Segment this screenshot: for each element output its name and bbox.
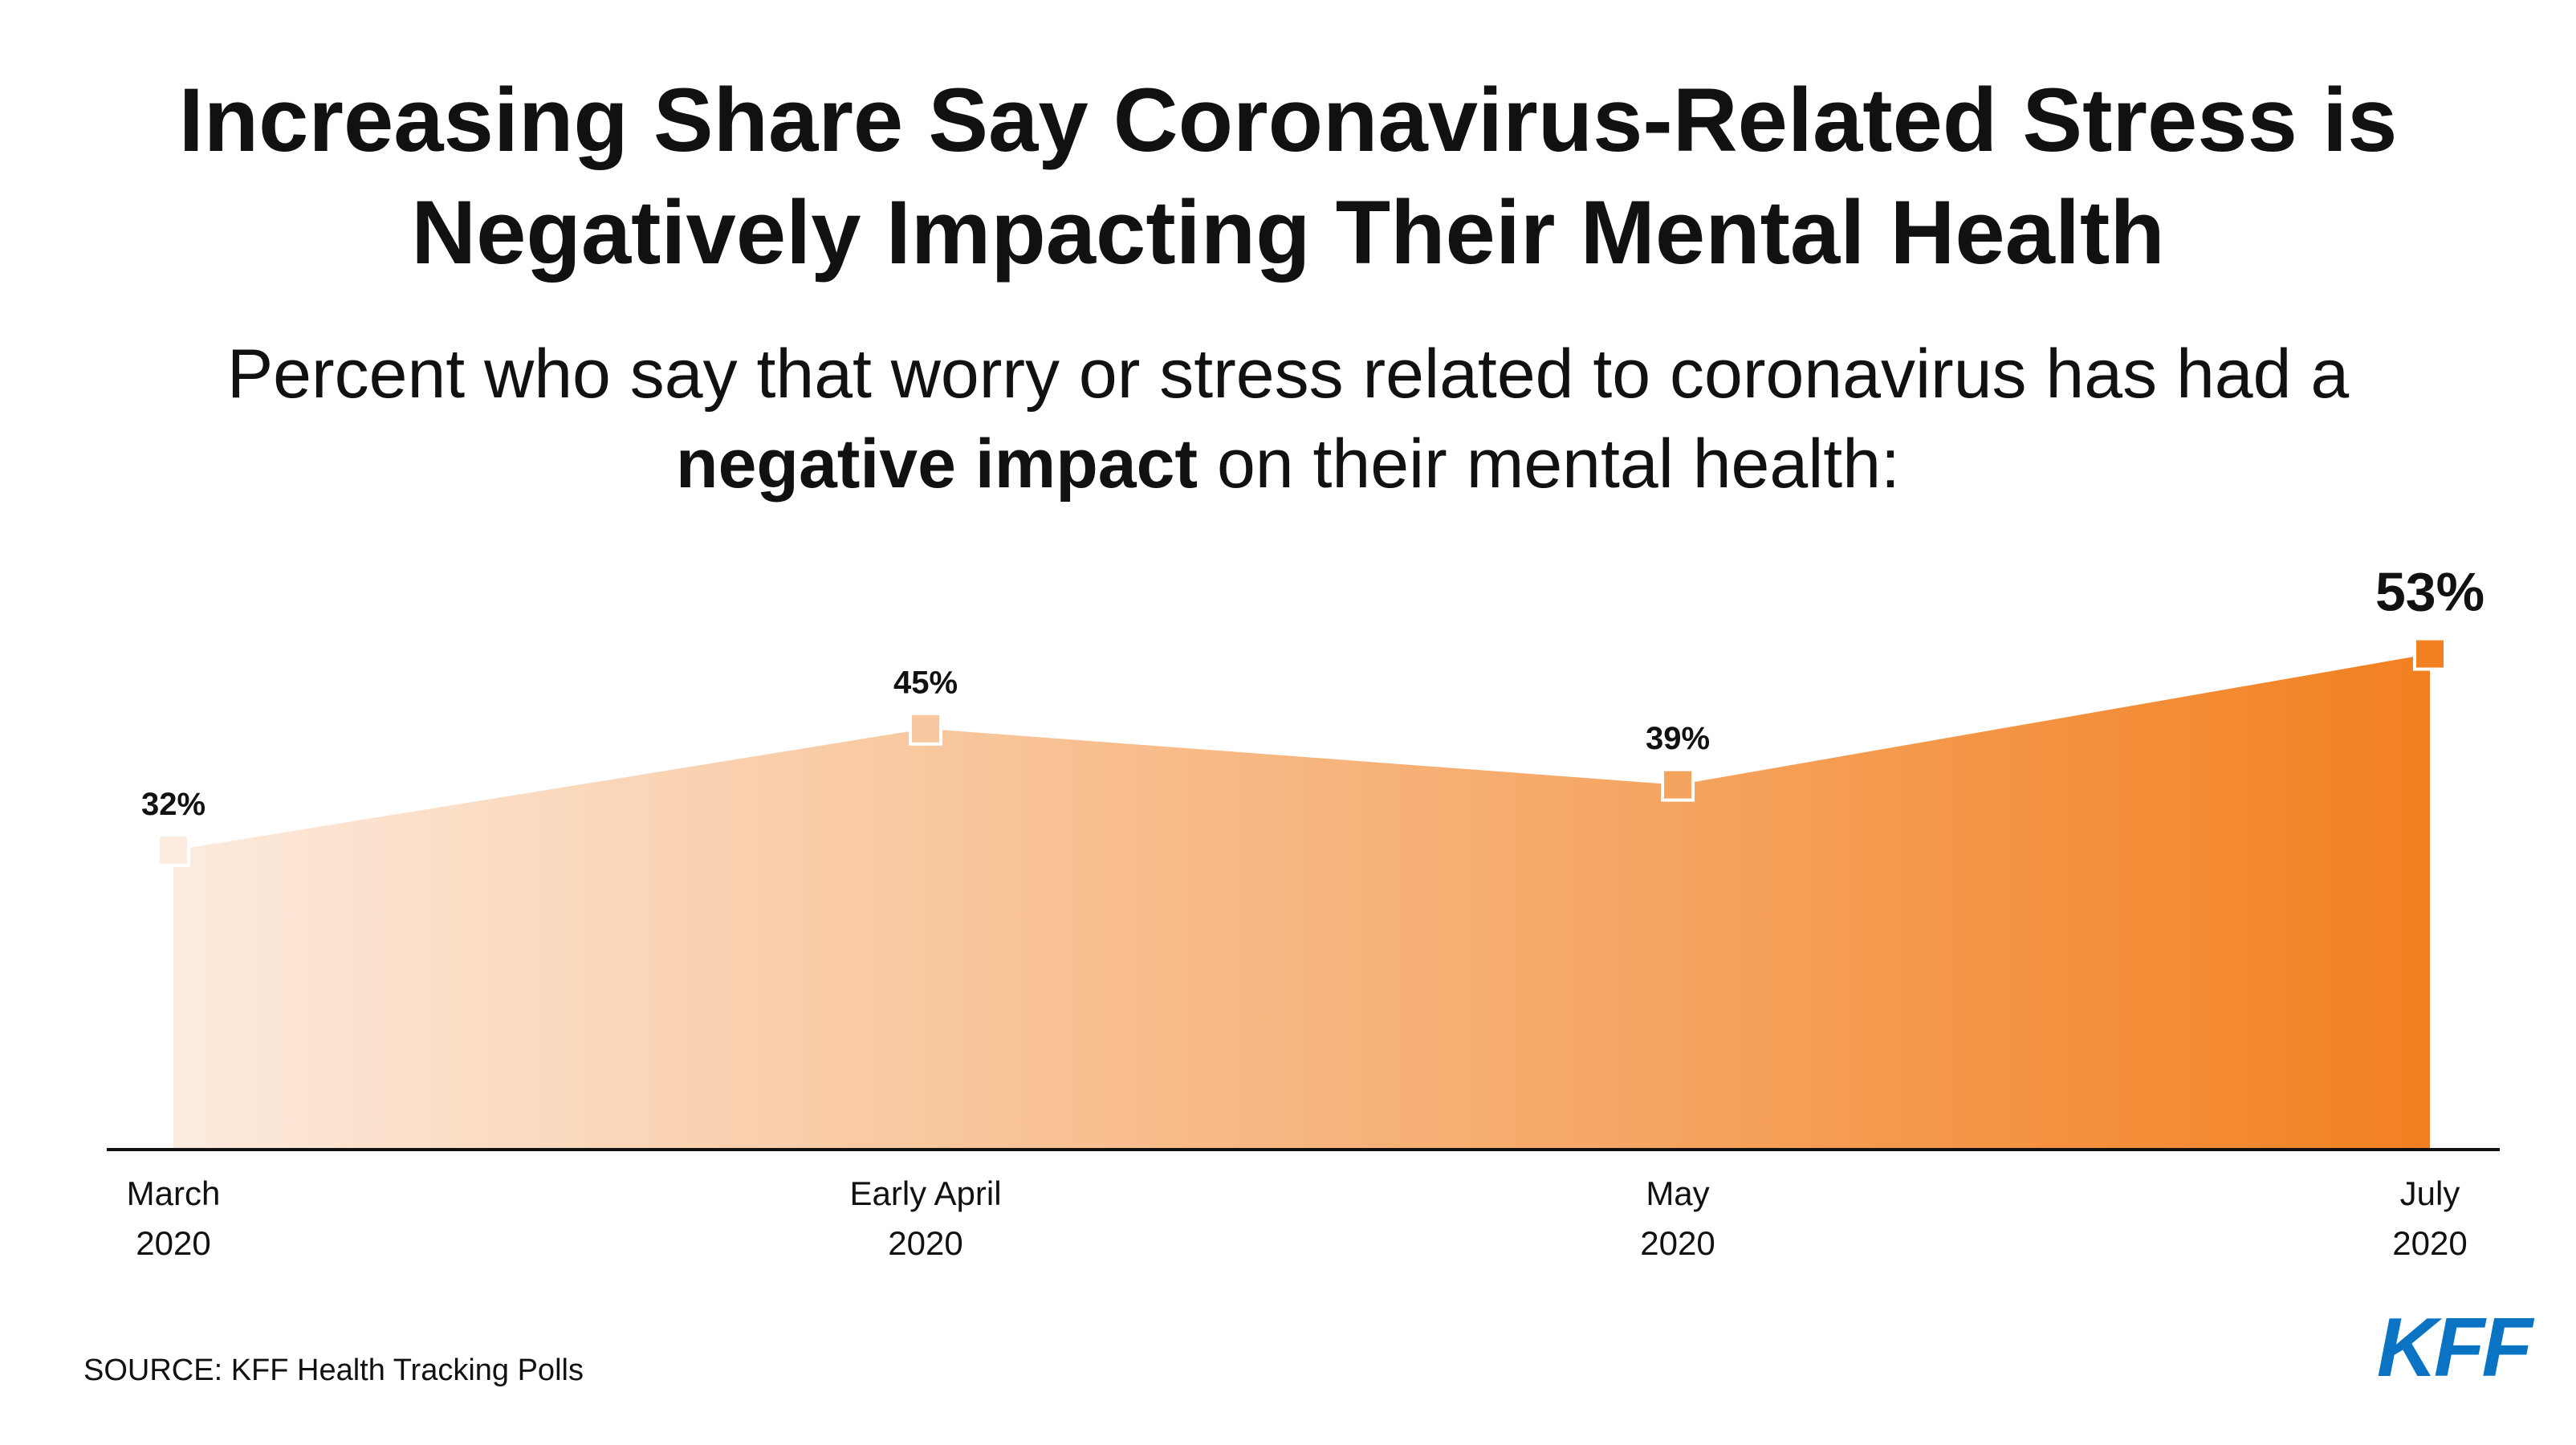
source-note: SOURCE: KFF Health Tracking Polls — [83, 1353, 584, 1387]
x-tick-label: July 2020 — [2392, 1174, 2467, 1262]
value-label: 39% — [1646, 721, 1710, 756]
chart-title: Increasing Share Say Coronavirus-Related… — [178, 70, 2398, 283]
subtitle-text: Percent who say that worry or stress rel… — [226, 336, 2350, 413]
value-label: 53% — [2375, 562, 2484, 623]
marker — [2413, 637, 2447, 671]
value-label: 45% — [893, 665, 958, 700]
x-tick-label: March 2020 — [127, 1174, 221, 1262]
x-tick-label: May 2020 — [1640, 1174, 1715, 1262]
x-tick-label: Early April 2020 — [849, 1174, 1001, 1262]
chart-subtitle: Percent who say that worry or stress rel… — [80, 329, 2496, 509]
area — [173, 653, 2430, 1150]
logo: KFF — [2376, 1301, 2533, 1394]
value-label: 32% — [141, 787, 206, 822]
marker — [157, 833, 190, 868]
marker — [909, 711, 942, 746]
subtitle-text: on their mental health: — [1216, 425, 1900, 503]
subtitle-emphasis: negative impact — [676, 425, 1198, 503]
marker — [1661, 767, 1695, 802]
